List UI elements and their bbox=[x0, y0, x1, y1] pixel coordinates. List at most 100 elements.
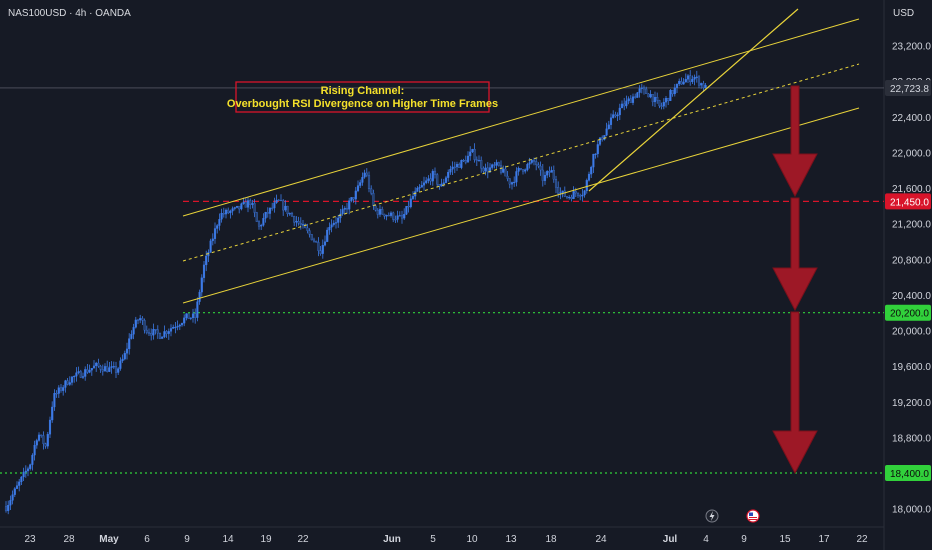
resistance-price-label: 21,450.0 bbox=[890, 197, 929, 208]
annotation-line-1: Rising Channel: bbox=[321, 85, 405, 97]
candle-body bbox=[44, 443, 47, 447]
x-tick-label: 13 bbox=[505, 534, 517, 545]
candle-body bbox=[502, 168, 505, 173]
candle-body bbox=[363, 172, 366, 178]
x-tick-label: Jun bbox=[383, 534, 401, 545]
currency-label: USD bbox=[893, 8, 914, 19]
candle-body bbox=[447, 172, 450, 178]
candle-body bbox=[372, 193, 375, 207]
event-icons[interactable] bbox=[705, 509, 760, 523]
candle-body bbox=[471, 149, 474, 153]
candle-body bbox=[88, 370, 91, 373]
candle-body bbox=[288, 213, 291, 215]
lightning-icon[interactable] bbox=[705, 509, 719, 523]
candle-body bbox=[284, 205, 287, 211]
candle-body bbox=[117, 368, 120, 373]
candle-body bbox=[416, 187, 419, 192]
candle-body bbox=[576, 192, 580, 196]
candle-body bbox=[293, 216, 296, 223]
candle-body bbox=[35, 440, 38, 446]
candle-body bbox=[70, 376, 74, 383]
support-trendline bbox=[588, 8, 799, 192]
candle-body bbox=[299, 223, 302, 225]
candle-body bbox=[594, 153, 597, 155]
candle-body bbox=[59, 387, 63, 391]
candle-body bbox=[90, 368, 93, 371]
candle-body bbox=[691, 79, 694, 83]
candle-body bbox=[638, 88, 641, 93]
candle-body bbox=[295, 221, 298, 223]
candle-body bbox=[361, 177, 364, 183]
candle-body bbox=[222, 213, 225, 215]
candle-body bbox=[526, 164, 529, 170]
candle-body bbox=[396, 215, 399, 220]
candle-body bbox=[521, 169, 525, 172]
candle-body bbox=[264, 212, 267, 219]
candle-body bbox=[95, 362, 98, 367]
candle-body bbox=[277, 199, 280, 201]
candle-body bbox=[128, 338, 131, 350]
time-axis[interactable]: 23 28 May 6 9 14 19 22 Jun 5 10 13 18 24 Jul 4 9 15 17 22 bbox=[0, 526, 884, 545]
candle-body bbox=[574, 191, 577, 194]
channel-lower-line bbox=[182, 107, 860, 304]
candle-body bbox=[350, 197, 353, 201]
candle-body bbox=[497, 162, 500, 166]
symbol-label[interactable]: NAS100USD · 4h · OANDA bbox=[8, 8, 131, 19]
candle-body bbox=[480, 160, 483, 169]
candle-body bbox=[306, 227, 309, 231]
candle-body bbox=[202, 264, 206, 278]
candle-body bbox=[319, 250, 322, 254]
x-tick-label: 9 bbox=[184, 534, 190, 545]
candle-body bbox=[209, 240, 212, 253]
candle-body bbox=[444, 177, 448, 183]
candle-body bbox=[172, 327, 175, 329]
candle-body bbox=[605, 128, 608, 136]
candle-body bbox=[86, 369, 89, 373]
candle-body bbox=[649, 94, 652, 98]
candle-body bbox=[493, 164, 496, 166]
candle-body bbox=[235, 205, 239, 208]
candle-body bbox=[427, 178, 430, 181]
candle-body bbox=[442, 182, 445, 185]
candle-body bbox=[451, 166, 454, 170]
candle-body bbox=[218, 219, 221, 226]
candle-body bbox=[543, 175, 547, 181]
candle-body bbox=[266, 212, 269, 214]
candle-body bbox=[279, 199, 283, 202]
candle-body bbox=[660, 105, 663, 107]
candle-body bbox=[517, 168, 520, 172]
current-price-label: 22,723.8 bbox=[890, 84, 929, 95]
candle-body bbox=[704, 85, 707, 89]
candle-body bbox=[46, 434, 49, 447]
candle-body bbox=[20, 476, 23, 483]
candle-body bbox=[389, 212, 393, 216]
us-flag-icon[interactable] bbox=[746, 509, 760, 523]
x-tick-label: 18 bbox=[545, 534, 557, 545]
candle-body bbox=[394, 219, 397, 221]
candle-body bbox=[290, 213, 294, 217]
candle-body bbox=[700, 83, 703, 86]
candle-body bbox=[150, 333, 153, 336]
candle-body bbox=[568, 197, 571, 199]
candle-body bbox=[392, 212, 395, 220]
candle-body bbox=[352, 197, 355, 200]
candle-body bbox=[310, 234, 313, 241]
x-tick-label: 6 bbox=[144, 534, 150, 545]
candle-body bbox=[587, 173, 591, 181]
candle-body bbox=[11, 494, 14, 501]
candle-body bbox=[559, 192, 562, 194]
candle-body bbox=[656, 97, 659, 101]
candle-body bbox=[539, 165, 542, 171]
y-tick-label: 19,600.0 bbox=[892, 362, 931, 373]
candle-body bbox=[121, 358, 124, 361]
candle-body bbox=[403, 214, 406, 219]
candle-body bbox=[673, 87, 676, 95]
x-tick-label: 23 bbox=[24, 534, 36, 545]
candle-body bbox=[196, 301, 199, 318]
candle-body bbox=[227, 209, 230, 214]
x-tick-label: 28 bbox=[63, 534, 75, 545]
candle-body bbox=[636, 92, 639, 98]
candle-body bbox=[31, 454, 34, 465]
candle-body bbox=[22, 471, 25, 478]
